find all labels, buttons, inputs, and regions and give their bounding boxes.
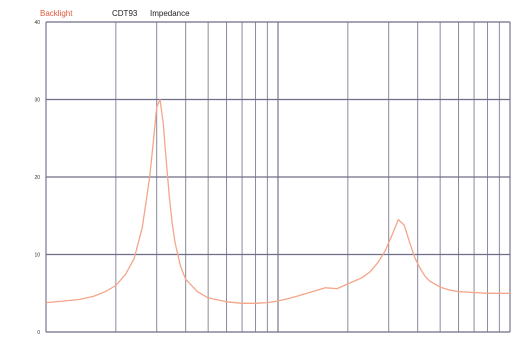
horizontal-grid [46,21,510,333]
y-tick-label: 0 [37,330,40,336]
header-label-impedance: Impedance [150,9,190,18]
series-group [45,98,510,304]
y-tick-label: 20 [34,175,40,181]
header-label-backlight: Backlight [40,9,73,18]
y-tick-labels: 0 10 20 30 40 [34,20,40,336]
y-tick-label: 40 [34,20,40,26]
header-label-model: CDT93 [112,9,138,18]
y-tick-label: 10 [34,253,40,259]
series-line-0 [45,98,510,304]
chart-header: Backlight CDT93 Impedance [40,9,190,18]
y-tick-label: 30 [34,98,40,104]
